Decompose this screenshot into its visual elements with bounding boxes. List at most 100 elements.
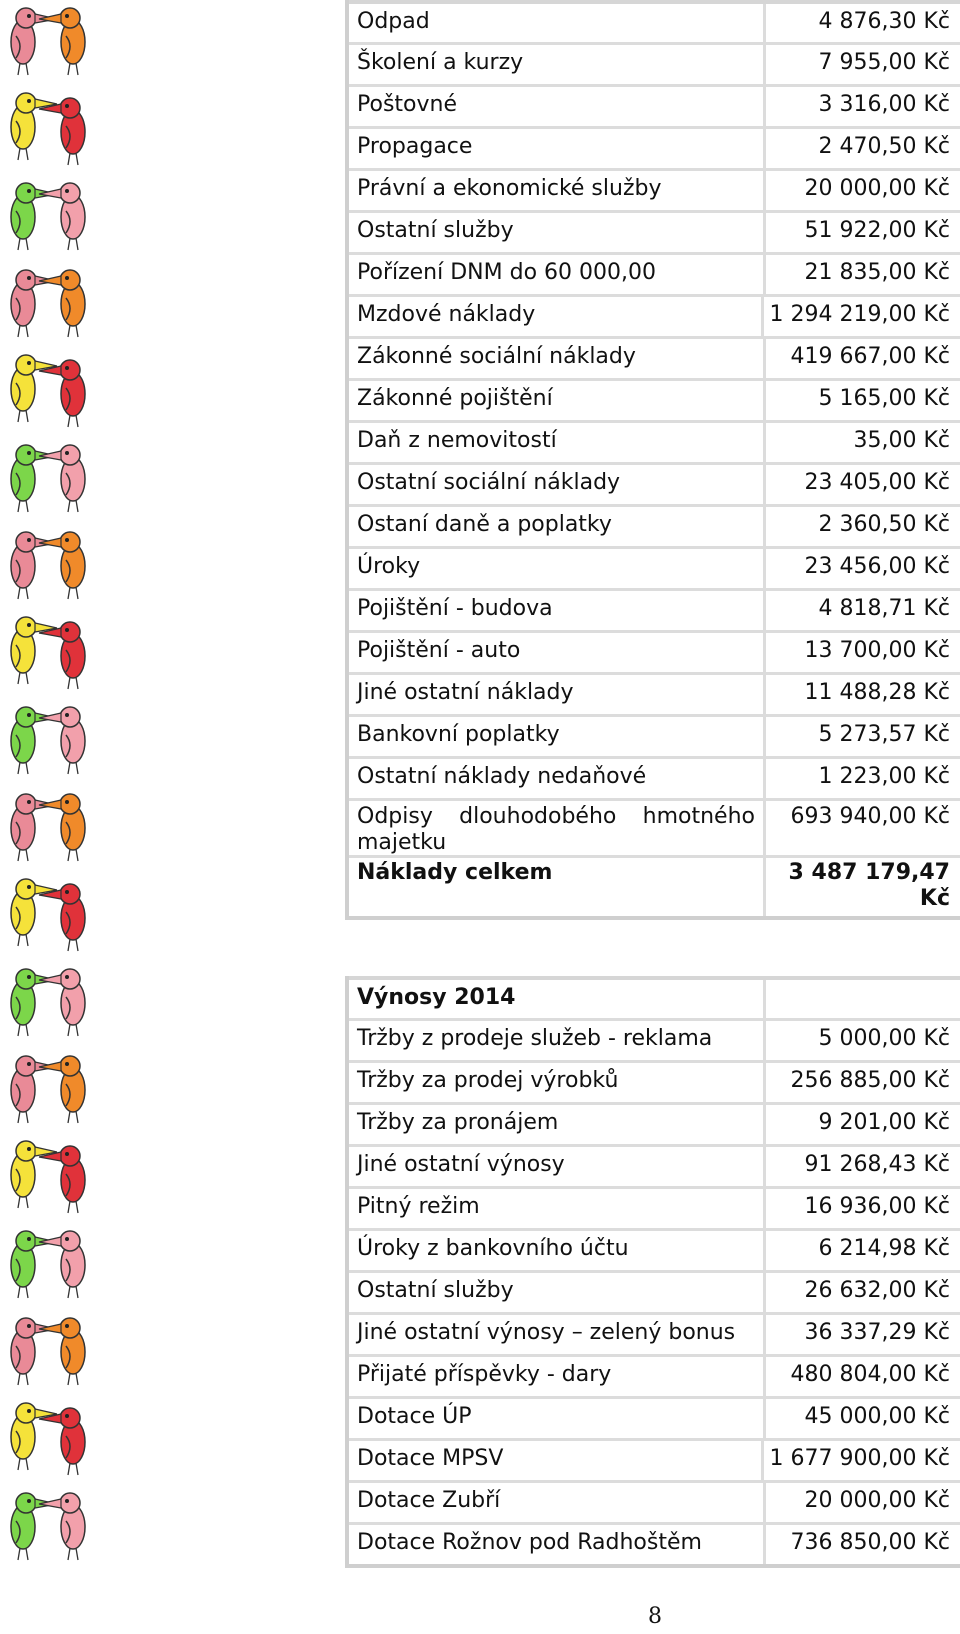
table-row: Úroky 23 456,00 Kč: [349, 546, 960, 588]
row-label: Dotace ÚP: [349, 1399, 766, 1438]
table-row-title: Výnosy 2014: [349, 976, 960, 1018]
row-amount: 45 000,00 Kč: [804, 1404, 950, 1429]
revenues-title: Výnosy 2014: [349, 980, 766, 1018]
total-label: Náklady celkem: [349, 858, 766, 916]
table-row: Bankovní poplatky 5 273,57 Kč: [349, 714, 960, 756]
table-row: Zákonné pojištění 5 165,00 Kč: [349, 378, 960, 420]
bird-icon: [38, 531, 86, 600]
row-label: Pojištění - budova: [349, 591, 766, 630]
table-row: Pořízení DNM do 60 000,00 21 835,00 Kč: [349, 252, 960, 294]
table-row: Ostatní náklady nedaňové 1 223,00 Kč: [349, 756, 960, 798]
table-row: Odpad 4 876,30 Kč: [349, 0, 960, 42]
bird-icon: [10, 878, 58, 947]
table-row: Ostatní sociální náklady 23 405,00 Kč: [349, 462, 960, 504]
bird-icon: [10, 968, 58, 1037]
bird-icon: [10, 1402, 58, 1471]
total-amount: 3 487 179,47 Kč: [766, 858, 960, 916]
total-amount-line2: Kč: [919, 886, 950, 911]
row-label: Dotace Rožnov pod Radhoštěm: [349, 1525, 766, 1564]
row-amount: 35,00 Kč: [853, 428, 951, 453]
row-amount: 21 835,00 Kč: [804, 260, 950, 285]
table-row: Dotace Rožnov pod Radhoštěm 736 850,00 Kč: [349, 1522, 960, 1564]
row-label: Právní a ekonomické služby: [349, 171, 766, 210]
bird-icon: [38, 1055, 86, 1124]
table-row: Dotace Zubří 20 000,00 Kč: [349, 1480, 960, 1522]
bird-icon: [10, 269, 58, 338]
bird-icon: [10, 1317, 58, 1386]
bird-icon: [38, 1317, 86, 1386]
row-label: Tržby za pronájem: [349, 1105, 766, 1144]
row-amount: 7 955,00 Kč: [818, 50, 950, 75]
row-amount: 9 201,00 Kč: [818, 1110, 950, 1135]
row-amount: 4 876,30 Kč: [818, 9, 950, 34]
row-label: Jiné ostatní výnosy – zelený bonus: [349, 1315, 766, 1354]
row-label: Ostatní náklady nedaňové: [349, 759, 766, 798]
row-label: Propagace: [349, 129, 766, 168]
row-amount: 4 818,71 Kč: [818, 596, 950, 621]
table-row: Dotace MPSV 1 677 900,00 Kč: [349, 1438, 960, 1480]
row-amount: 6 214,98 Kč: [818, 1236, 950, 1261]
row-amount: 256 885,00 Kč: [790, 1068, 950, 1093]
row-amount: 1 677 900,00 Kč: [769, 1446, 950, 1471]
row-label-line1: Odpisy dlouhodobého hmotného: [357, 804, 755, 830]
bird-icon: [38, 1492, 86, 1561]
row-label: Bankovní poplatky: [349, 717, 766, 756]
row-label: Ostatní služby: [349, 213, 766, 252]
row-amount: 3 316,00 Kč: [818, 92, 950, 117]
table-row: Tržby za prodej výrobků 256 885,00 Kč: [349, 1060, 960, 1102]
row-label: Dotace MPSV: [349, 1441, 764, 1480]
bird-icon: [10, 182, 58, 251]
table-row-total: Náklady celkem 3 487 179,47 Kč: [349, 855, 960, 916]
table-row: Tržby z prodeje služeb - reklama 5 000,00…: [349, 1018, 960, 1060]
bird-icon: [38, 182, 86, 251]
table-row: Pitný režim 16 936,00 Kč: [349, 1186, 960, 1228]
row-amount: 13 700,00 Kč: [804, 638, 950, 663]
row-amount: 16 936,00 Kč: [804, 1194, 950, 1219]
table-row: Mzdové náklady 1 294 219,00 Kč: [349, 294, 960, 336]
row-label: Ostatní sociální náklady: [349, 465, 766, 504]
row-amount: 51 922,00 Kč: [804, 218, 950, 243]
table-row: Přijaté příspěvky - dary 480 804,00 Kč: [349, 1354, 960, 1396]
table-row: Jiné ostatní výnosy – zelený bonus 36 337…: [349, 1312, 960, 1354]
bird-icon: [10, 531, 58, 600]
row-amount: 5 165,00 Kč: [818, 386, 950, 411]
total-amount-line1: 3 487 179,47: [788, 860, 950, 885]
revenues-table: Výnosy 2014 Tržby z prodeje služeb - rekl…: [345, 976, 960, 1568]
bird-icon: [38, 883, 86, 952]
table-row: Právní a ekonomické služby 20 000,00 Kč: [349, 168, 960, 210]
row-amount: 419 667,00 Kč: [790, 344, 950, 369]
table-row: Pojištění - budova 4 818,71 Kč: [349, 588, 960, 630]
row-label: Jiné ostatní náklady: [349, 675, 766, 714]
row-amount: 2 360,50 Kč: [818, 512, 950, 537]
row-amount: 23 456,00 Kč: [804, 554, 950, 579]
row-label: Ostatní služby: [349, 1273, 766, 1312]
row-amount: 11 488,28 Kč: [804, 680, 950, 705]
table-row: Jiné ostatní náklady 11 488,28 Kč: [349, 672, 960, 714]
row-amount: [766, 980, 960, 1018]
row-label: Odpisy dlouhodobého hmotného majetku: [349, 801, 766, 855]
row-label-line2: majetku: [357, 830, 447, 855]
bird-icon: [38, 359, 86, 428]
row-label: Pořízení DNM do 60 000,00: [349, 255, 766, 294]
row-amount: 736 850,00 Kč: [790, 1530, 950, 1555]
table-row: Ostatní služby 26 632,00 Kč: [349, 1270, 960, 1312]
row-amount: 20 000,00 Kč: [804, 176, 950, 201]
table-row: Ostaní daně a poplatky 2 360,50 Kč: [349, 504, 960, 546]
bird-decoration-strip: [0, 0, 100, 1600]
row-label: Úroky: [349, 549, 766, 588]
row-label: Úroky z bankovního účtu: [349, 1231, 766, 1270]
row-label: Zákonné pojištění: [349, 381, 766, 420]
bird-icon: [38, 1407, 86, 1476]
row-amount: 693 940,00 Kč: [790, 804, 950, 829]
label-word: dlouhodobého: [459, 804, 617, 829]
bird-icon: [38, 444, 86, 513]
row-amount: 1 294 219,00 Kč: [769, 302, 950, 327]
table-row: Školení a kurzy 7 955,00 Kč: [349, 42, 960, 84]
row-amount: 5 273,57 Kč: [818, 722, 950, 747]
bird-icon: [38, 793, 86, 862]
bird-icon: [10, 1140, 58, 1209]
bird-icon: [38, 621, 86, 690]
row-amount: 480 804,00 Kč: [790, 1362, 950, 1387]
table-row: Jiné ostatní výnosy 91 268,43 Kč: [349, 1144, 960, 1186]
expenses-table: Odpad 4 876,30 Kč Školení a kurzy 7 955,00 …: [345, 0, 960, 920]
